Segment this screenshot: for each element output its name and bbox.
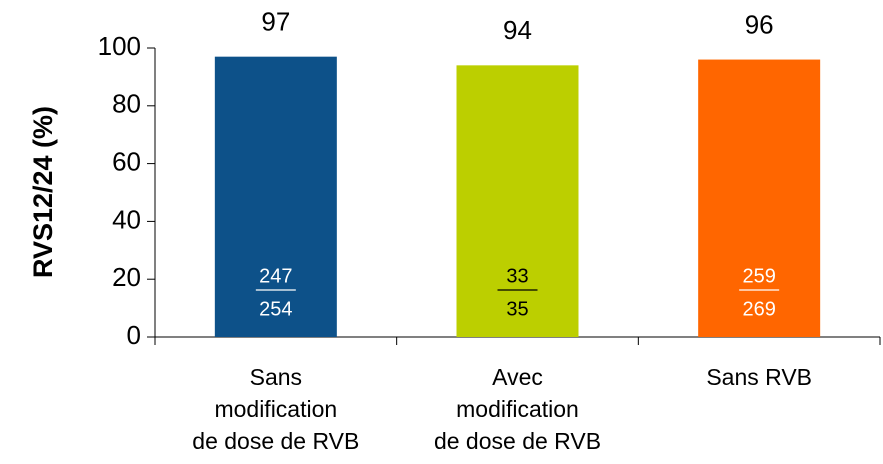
y-tick-label: 20 <box>112 262 141 292</box>
y-tick-label: 80 <box>112 89 141 119</box>
x-tick-label: Sans RVB <box>706 364 812 390</box>
y-tick-label: 0 <box>127 320 141 350</box>
fraction-denominator: 254 <box>259 298 292 320</box>
fraction-numerator: 33 <box>506 265 528 287</box>
x-tick-label: Sans <box>250 364 302 390</box>
fraction-denominator: 35 <box>506 298 528 320</box>
value-label: 94 <box>503 15 532 45</box>
x-tick-label: de dose de RVB <box>434 428 601 454</box>
x-tick-label: modification <box>214 396 337 422</box>
value-label: 96 <box>745 9 774 39</box>
y-tick-label: 40 <box>112 204 141 234</box>
fraction-numerator: 259 <box>742 265 775 287</box>
x-tick-label: modification <box>456 396 579 422</box>
bar <box>456 65 579 337</box>
fraction-numerator: 247 <box>259 265 292 287</box>
value-label: 97 <box>261 7 290 37</box>
x-tick-label: de dose de RVB <box>192 428 359 454</box>
x-tick-label: Avec <box>492 364 543 390</box>
y-axis-label: RVS12/24 (%) <box>28 106 58 278</box>
y-tick-label: 60 <box>112 146 141 176</box>
fraction-denominator: 269 <box>742 298 775 320</box>
y-tick-label: 100 <box>98 31 141 61</box>
bar <box>698 59 821 338</box>
bar <box>214 56 337 338</box>
